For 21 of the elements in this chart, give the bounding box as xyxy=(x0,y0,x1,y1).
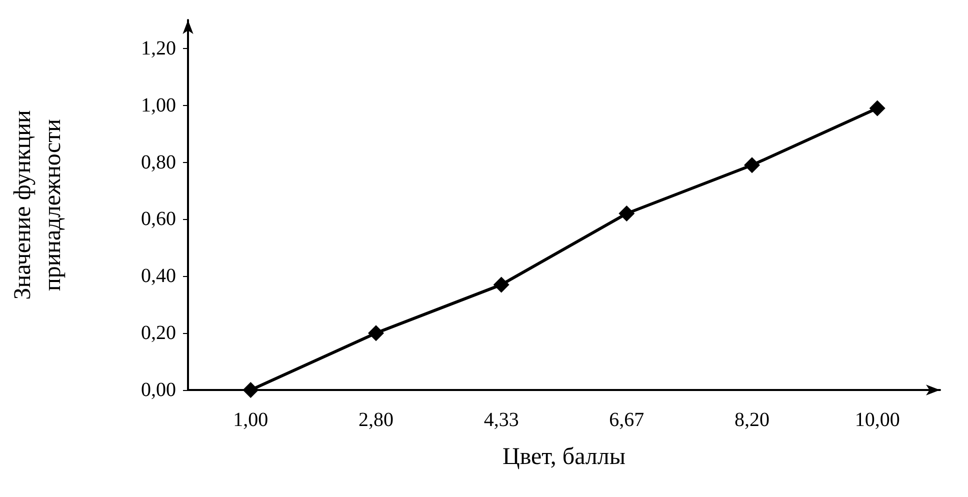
point xyxy=(242,382,259,398)
y-tick-label: 0,40 xyxy=(141,265,176,288)
y-tick-label: 0,60 xyxy=(141,208,176,230)
x-tick-label: 2,80 xyxy=(358,409,394,431)
x-tick-label: 8,20 xyxy=(734,409,770,431)
x-tick-label: 6,67 xyxy=(609,409,644,431)
y-tick-label: 0,00 xyxy=(141,379,176,401)
x-axis-title: Цвет, баллы xyxy=(502,444,626,470)
y-tick-label: 1,20 xyxy=(141,37,176,60)
point xyxy=(368,325,384,342)
y-axis-title: Значение функции принадлежности xyxy=(10,110,66,300)
x-tick-label: 4,33 xyxy=(484,409,519,431)
x-tick-label: 10,00 xyxy=(854,409,900,431)
y-tick-label: 1,00 xyxy=(141,94,176,116)
point xyxy=(618,206,635,222)
y-tick-label: 0,80 xyxy=(141,151,176,174)
point xyxy=(493,276,510,293)
y-tick-label: 0,20 xyxy=(141,322,176,344)
x-tick-label: 1,00 xyxy=(233,409,268,431)
point xyxy=(744,157,760,174)
point xyxy=(869,100,886,116)
